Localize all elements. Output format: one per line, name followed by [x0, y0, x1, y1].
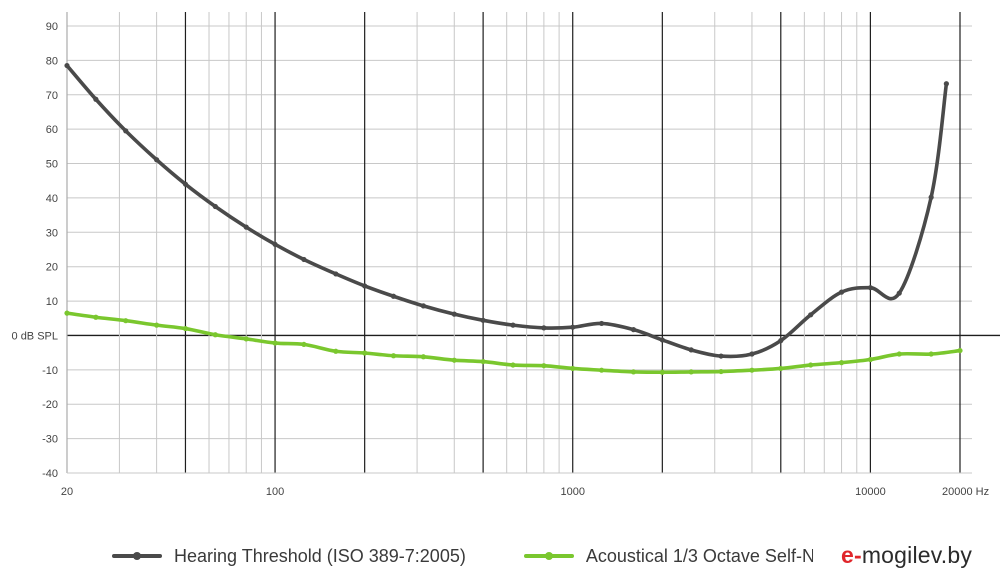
data-point-hearing-threshold: [896, 290, 902, 296]
data-point-self-noise: [598, 367, 605, 373]
data-point-self-noise: [301, 341, 307, 348]
data-point-hearing-threshold: [541, 325, 547, 331]
y-tick-label: 40: [46, 193, 58, 205]
y-tick-label: 80: [46, 55, 58, 67]
data-point-hearing-threshold: [182, 181, 189, 187]
data-point-hearing-threshold: [362, 283, 368, 289]
grid: [66, 12, 1000, 474]
y-tick-label: -20: [42, 399, 58, 411]
x-tick-label: 20000 Hz: [942, 486, 989, 498]
legend-swatch-hearing-threshold: [112, 550, 162, 562]
data-point-self-noise: [154, 322, 160, 328]
data-point-hearing-threshold: [390, 293, 397, 299]
data-point-self-noise: [451, 357, 457, 363]
data-point-self-noise: [688, 369, 694, 375]
x-tick-label: 20: [61, 486, 73, 498]
data-point-hearing-threshold: [243, 224, 249, 230]
x-tick-label: 100: [266, 486, 284, 498]
data-point-hearing-threshold: [867, 285, 873, 291]
data-point-hearing-threshold: [212, 203, 218, 210]
data-point-self-noise: [718, 368, 724, 375]
series: [64, 62, 963, 375]
data-point-self-noise: [808, 362, 814, 368]
y-tick-label: 50: [46, 159, 58, 171]
data-point-self-noise: [957, 347, 963, 354]
data-point-self-noise: [749, 367, 755, 373]
data-point-self-noise: [838, 360, 845, 366]
data-point-hearing-threshold: [630, 327, 637, 333]
data-point-hearing-threshold: [420, 303, 426, 309]
data-point-self-noise: [659, 369, 665, 375]
data-point-self-noise: [272, 340, 278, 346]
x-tick-label: 1000: [560, 486, 584, 498]
y-tick-label: 30: [46, 227, 58, 239]
data-point-hearing-threshold: [570, 324, 576, 330]
data-point-hearing-threshold: [301, 256, 307, 263]
data-point-hearing-threshold: [123, 128, 129, 134]
watermark-logo: e-mogilev.by: [813, 536, 1000, 574]
data-point-hearing-threshold: [808, 312, 814, 318]
x-tick-label: 10000: [855, 486, 886, 498]
data-point-hearing-threshold: [688, 347, 694, 353]
legend-label-hearing-threshold: Hearing Threshold (ISO 389-7:2005): [174, 545, 466, 566]
data-point-self-noise: [420, 354, 426, 360]
data-point-hearing-threshold: [333, 271, 339, 277]
data-point-hearing-threshold: [928, 194, 934, 200]
data-point-self-noise: [333, 348, 339, 354]
legend-item-self-noise: Acoustical 1/3 Octave Self-N: [523, 545, 815, 567]
y-tick-label: -10: [42, 365, 58, 377]
data-point-hearing-threshold: [718, 353, 724, 359]
data-point-self-noise: [64, 310, 70, 316]
data-point-self-noise: [123, 318, 129, 324]
data-point-self-noise: [896, 351, 902, 357]
data-point-hearing-threshold: [659, 337, 665, 343]
y-tick-label: 70: [46, 90, 58, 102]
data-point-self-noise: [93, 314, 99, 320]
data-point-hearing-threshold: [93, 96, 99, 102]
data-point-self-noise: [928, 351, 934, 357]
data-point-self-noise: [778, 365, 784, 372]
data-point-hearing-threshold: [272, 241, 278, 247]
data-point-hearing-threshold: [154, 157, 160, 163]
y-tick-label: -30: [42, 434, 58, 446]
data-point-self-noise: [867, 356, 873, 363]
data-point-hearing-threshold: [451, 311, 457, 317]
y-tick-label: -40: [42, 468, 58, 480]
watermark-prefix: e-: [840, 541, 862, 568]
data-point-hearing-threshold: [838, 289, 845, 295]
data-point-self-noise: [570, 365, 576, 372]
data-point-self-noise: [390, 353, 397, 359]
data-point-self-noise: [182, 325, 189, 332]
data-point-hearing-threshold: [749, 351, 755, 357]
legend-label-self-noise: Acoustical 1/3 Octave Self-N: [585, 545, 815, 566]
data-point-hearing-threshold: [598, 320, 605, 327]
data-point-hearing-threshold: [510, 322, 516, 328]
y-tick-label: 60: [46, 124, 58, 136]
watermark-main: mogilev.by: [861, 541, 973, 568]
legend: Hearing Threshold (ISO 389-7:2005) Acous…: [112, 536, 873, 576]
data-point-hearing-threshold: [64, 62, 70, 69]
data-point-hearing-threshold: [943, 81, 949, 87]
y-tick-label-zero: 0 dB SPL: [12, 330, 58, 342]
data-point-self-noise: [362, 350, 368, 356]
data-point-self-noise: [480, 358, 486, 365]
y-tick-label: 90: [46, 21, 58, 33]
legend-item-hearing-threshold: Hearing Threshold (ISO 389-7:2005): [112, 546, 466, 567]
y-tick-label: 20: [46, 262, 58, 274]
legend-swatch-self-noise: [523, 550, 574, 562]
data-point-self-noise: [630, 369, 637, 375]
data-point-self-noise: [510, 362, 516, 368]
y-tick-label: 10: [46, 296, 58, 308]
data-point-self-noise: [212, 332, 218, 338]
data-point-hearing-threshold: [778, 338, 784, 344]
data-point-self-noise: [541, 363, 547, 369]
data-point-hearing-threshold: [480, 317, 486, 323]
data-point-self-noise: [243, 336, 249, 342]
